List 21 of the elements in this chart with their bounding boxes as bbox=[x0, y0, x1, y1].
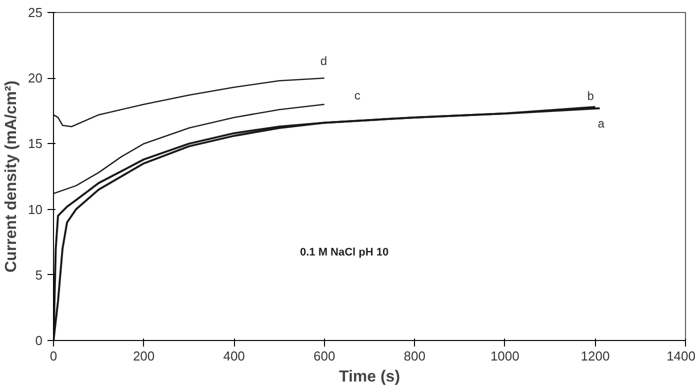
x-tick-label: 0 bbox=[50, 348, 58, 364]
x-tick-label: 800 bbox=[404, 348, 426, 364]
y-tick-label: 0 bbox=[35, 333, 43, 348]
y-tick-label: 15 bbox=[28, 136, 43, 152]
series-label: d bbox=[320, 54, 328, 68]
annotation: 0.1 M NaCl pH 10 bbox=[300, 246, 389, 258]
y-tick-label: 25 bbox=[28, 5, 43, 20]
series-label: b bbox=[587, 88, 594, 103]
x-tick-label: 400 bbox=[223, 348, 245, 364]
y-tick-label: 10 bbox=[28, 202, 43, 217]
x-tick-label: 600 bbox=[314, 348, 336, 364]
y-axis-title: Current density (mA/cm²) bbox=[3, 80, 20, 273]
x-axis-title: Time (s) bbox=[338, 368, 400, 386]
x-tick-label: 1400 bbox=[666, 348, 695, 364]
series-label: a bbox=[598, 116, 605, 130]
y-tick-label: 5 bbox=[35, 267, 43, 282]
x-tick-label: 1000 bbox=[490, 348, 520, 364]
x-tick-label: 200 bbox=[132, 348, 155, 364]
y-tick-label: 20 bbox=[28, 70, 43, 86]
text: c bbox=[354, 88, 360, 102]
x-tick-label: 1200 bbox=[580, 348, 610, 364]
